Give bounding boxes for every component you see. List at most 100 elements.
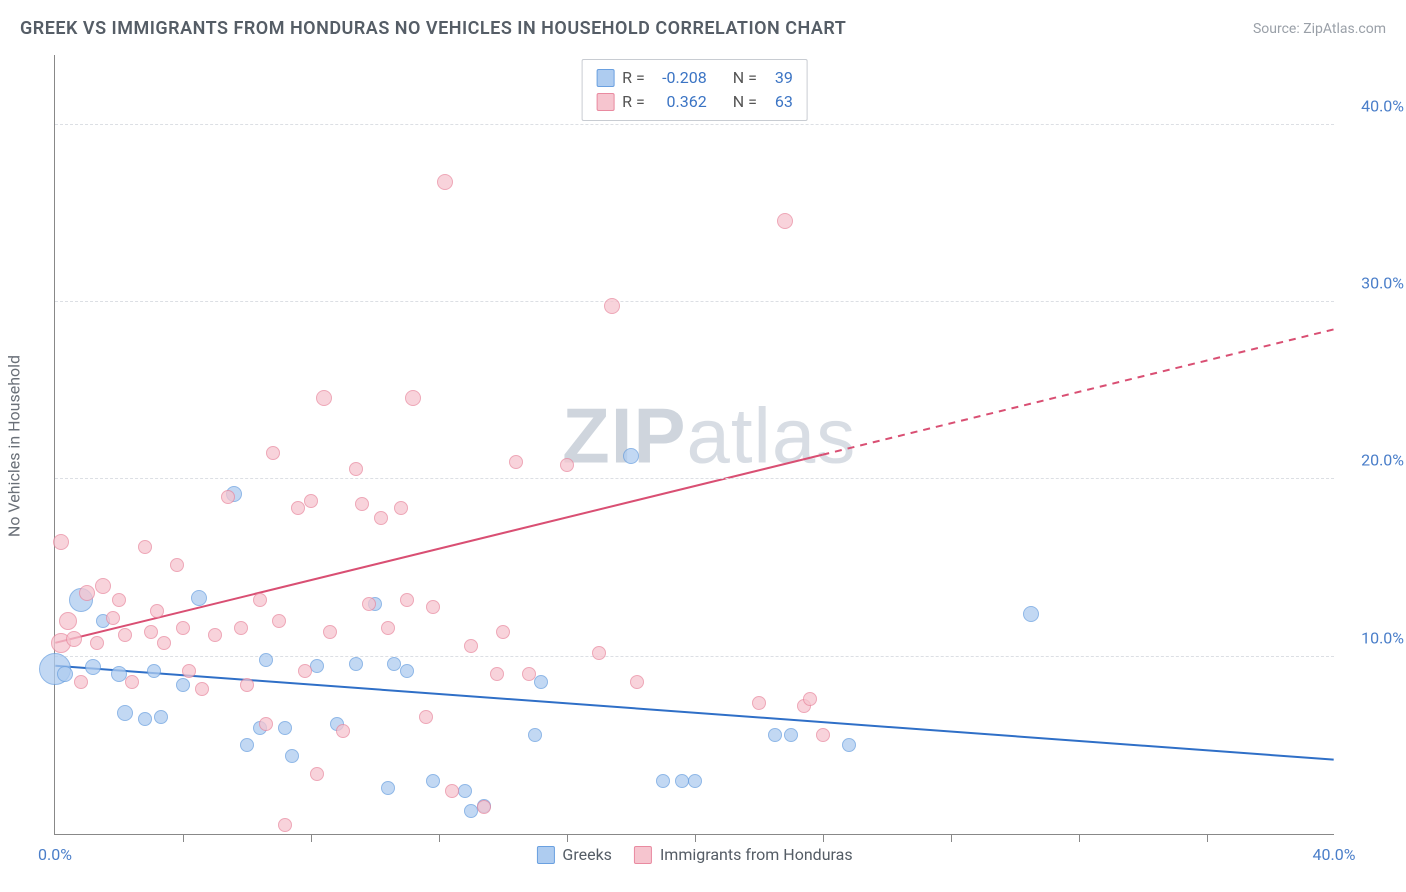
data-point [176, 678, 190, 692]
data-point [138, 540, 152, 554]
data-point [534, 675, 548, 689]
data-point [304, 494, 318, 508]
data-point [592, 646, 606, 660]
data-point [117, 705, 133, 721]
data-point [298, 664, 312, 678]
stats-legend-box: R =-0.208N =39R =0.362N =63 [581, 59, 808, 121]
data-point [1023, 606, 1039, 622]
data-point [784, 728, 798, 742]
data-point [336, 724, 350, 738]
data-point [604, 298, 620, 314]
legend-swatch [634, 846, 652, 864]
data-point [445, 784, 459, 798]
data-point [374, 511, 388, 525]
data-point [426, 774, 440, 788]
data-point [310, 767, 324, 781]
data-point [560, 458, 574, 472]
data-point [95, 578, 111, 594]
data-point [157, 636, 171, 650]
gridline [55, 478, 1334, 479]
data-point [752, 696, 766, 710]
stats-row: R =-0.208N =39 [596, 66, 793, 90]
data-point [310, 659, 324, 673]
data-point [234, 621, 248, 635]
data-point [106, 611, 120, 625]
data-point [57, 666, 73, 682]
data-point [458, 784, 472, 798]
data-point [266, 446, 280, 460]
watermark: ZIPatlas [562, 390, 856, 481]
data-point [85, 659, 101, 675]
data-point [522, 667, 536, 681]
data-point [437, 174, 453, 190]
x-tick-min: 0.0% [38, 845, 72, 864]
legend-swatch [536, 846, 554, 864]
data-point [195, 682, 209, 696]
y-axis-label: No Vehicles in Household [5, 355, 24, 537]
data-point [285, 749, 299, 763]
data-point [419, 710, 433, 724]
data-point [147, 664, 161, 678]
data-point [253, 593, 267, 607]
data-point [278, 721, 292, 735]
data-point [381, 621, 395, 635]
data-point [208, 628, 222, 642]
data-point [291, 501, 305, 515]
data-point [426, 600, 440, 614]
source-attribution: Source: ZipAtlas.com [1253, 21, 1386, 37]
x-tick [695, 834, 696, 842]
data-point [221, 490, 235, 504]
y-tick-label: 30.0% [1344, 274, 1404, 293]
stats-row: R =0.362N =63 [596, 90, 793, 114]
data-point [400, 593, 414, 607]
data-point [387, 657, 401, 671]
data-point [53, 534, 69, 550]
data-point [154, 710, 168, 724]
data-point [118, 628, 132, 642]
y-tick-label: 20.0% [1344, 451, 1404, 470]
x-tick [567, 834, 568, 842]
data-point [74, 675, 88, 689]
data-point [656, 774, 670, 788]
data-point [768, 728, 782, 742]
legend-item: Greeks [536, 845, 612, 864]
x-tick [1207, 834, 1208, 842]
data-point [138, 712, 152, 726]
data-point [79, 585, 95, 601]
data-point [688, 774, 702, 788]
data-point [381, 781, 395, 795]
data-point [112, 593, 126, 607]
data-point [405, 390, 421, 406]
data-point [144, 625, 158, 639]
data-point [816, 728, 830, 742]
data-point [362, 597, 376, 611]
data-point [323, 625, 337, 639]
x-tick-max: 40.0% [1313, 845, 1356, 864]
data-point [400, 664, 414, 678]
gridline [55, 301, 1334, 302]
data-point [191, 590, 207, 606]
gridline [55, 124, 1334, 125]
data-point [240, 678, 254, 692]
data-point [170, 558, 184, 572]
data-point [355, 497, 369, 511]
x-tick [439, 834, 440, 842]
data-point [777, 213, 793, 229]
y-tick-label: 40.0% [1344, 96, 1404, 115]
data-point [182, 664, 196, 678]
data-point [278, 818, 292, 832]
data-point [496, 625, 510, 639]
data-point [66, 631, 82, 647]
legend-swatch [596, 93, 614, 111]
data-point [509, 455, 523, 469]
data-point [623, 448, 639, 464]
data-point [272, 614, 286, 628]
x-tick [1079, 834, 1080, 842]
data-point [630, 675, 644, 689]
x-tick [951, 834, 952, 842]
data-point [349, 657, 363, 671]
data-point [316, 390, 332, 406]
data-point [125, 675, 139, 689]
x-tick [183, 834, 184, 842]
data-point [259, 653, 273, 667]
